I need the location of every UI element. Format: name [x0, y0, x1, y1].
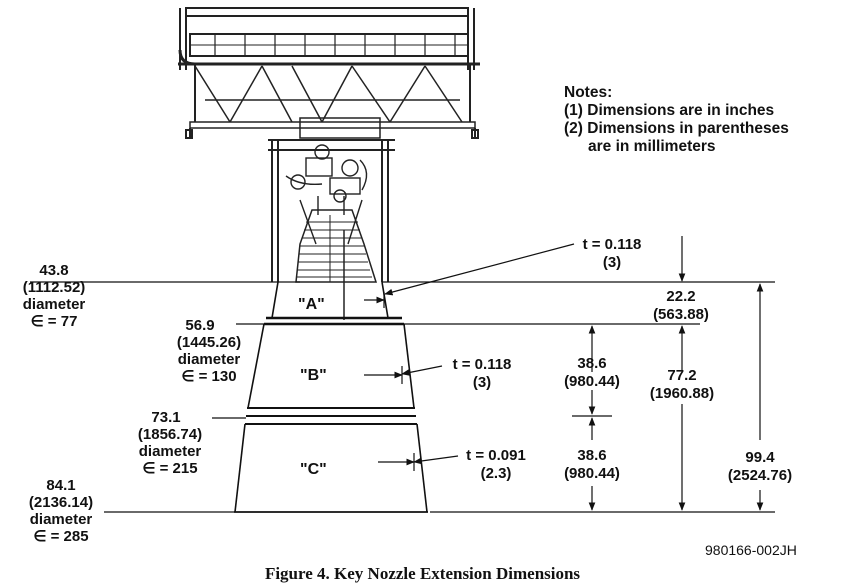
thickness-b-value: t = 0.118 — [452, 356, 512, 373]
region-b-label: "B" — [300, 367, 327, 384]
nozzle-extension — [234, 281, 428, 513]
region-a-label: "A" — [296, 296, 327, 313]
note-item-3: are in millimeters — [588, 138, 716, 155]
length-c-in: 38.6 — [577, 447, 607, 464]
station-b-mm: (1445.26) — [176, 334, 242, 351]
station-b-label: 56.9 (1445.26) diameter ∈ = 130 — [160, 318, 258, 384]
station-b-value: 56.9 — [185, 317, 215, 334]
figure-caption: Figure 4. Key Nozzle Extension Dimension… — [264, 564, 581, 583]
station-d-diameter: diameter — [29, 511, 93, 528]
thickness-b-mm: (3) — [472, 374, 492, 391]
station-d-mm: (2136.14) — [28, 494, 94, 511]
test-stand-structure — [178, 7, 480, 320]
thickness-a-value: t = 0.118 — [582, 236, 642, 253]
length-bc-mm: (1960.88) — [649, 385, 715, 402]
thickness-a-label: t = 0.118 (3) — [572, 237, 652, 270]
length-total-mm: (2524.76) — [727, 467, 793, 484]
station-a-label: 43.8 (1112.52) diameter ∈ = 77 — [8, 263, 100, 329]
length-bc-label: 77.2 (1960.88) — [636, 368, 728, 401]
station-c-mm: (1856.74) — [137, 426, 203, 443]
notes-heading: Notes: — [564, 84, 613, 101]
thickness-c-mm: (2.3) — [480, 465, 512, 482]
length-a-mm: (563.88) — [653, 306, 709, 323]
station-d-label: 84.1 (2136.14) diameter ∈ = 285 — [14, 478, 108, 544]
region-c-label: "C" — [300, 461, 327, 478]
thickness-c-label: t = 0.091 (2.3) — [456, 448, 536, 481]
station-c-diameter: diameter — [138, 443, 202, 460]
station-a-mm: (1112.52) — [22, 279, 86, 296]
length-b-in: 38.6 — [577, 355, 607, 372]
length-a-label: 22.2 (563.88) — [636, 289, 726, 322]
note-item-1: (1) Dimensions are in inches — [564, 102, 775, 119]
station-a-expansion-ratio: ∈ = 77 — [30, 313, 78, 330]
length-bc-in: 77.2 — [667, 367, 697, 384]
figure-code: 980166-002JH — [705, 542, 797, 558]
station-d-expansion-ratio: ∈ = 285 — [33, 528, 89, 545]
length-b-mm: (980.44) — [564, 373, 620, 390]
length-c-mm: (980.44) — [564, 465, 620, 482]
station-d-value: 84.1 — [46, 477, 76, 494]
notes-block: Notes: (1) Dimensions are in inches (2) … — [564, 84, 789, 156]
station-b-expansion-ratio: ∈ = 130 — [181, 368, 237, 385]
station-leaders — [30, 281, 300, 513]
length-b-label: 38.6 (980.44) — [552, 356, 632, 389]
length-c-label: 38.6 (980.44) — [552, 448, 632, 481]
thickness-leaders — [364, 243, 575, 471]
thickness-c-value: t = 0.091 — [466, 447, 526, 464]
dimension-lines — [382, 236, 775, 513]
station-b-diameter: diameter — [177, 351, 241, 368]
note-item-2: (2) Dimensions in parentheses — [564, 120, 789, 137]
station-c-value: 73.1 — [151, 409, 181, 426]
thickness-b-label: t = 0.118 (3) — [442, 357, 522, 390]
station-a-diameter: diameter — [22, 296, 86, 313]
length-a-in: 22.2 — [666, 288, 696, 305]
station-c-expansion-ratio: ∈ = 215 — [142, 460, 198, 477]
station-a-value: 43.8 — [39, 262, 69, 279]
length-total-label: 99.4 (2524.76) — [712, 450, 808, 483]
thickness-a-mm: (3) — [602, 254, 622, 271]
length-total-in: 99.4 — [745, 449, 775, 466]
station-c-label: 73.1 (1856.74) diameter ∈ = 215 — [120, 410, 220, 476]
